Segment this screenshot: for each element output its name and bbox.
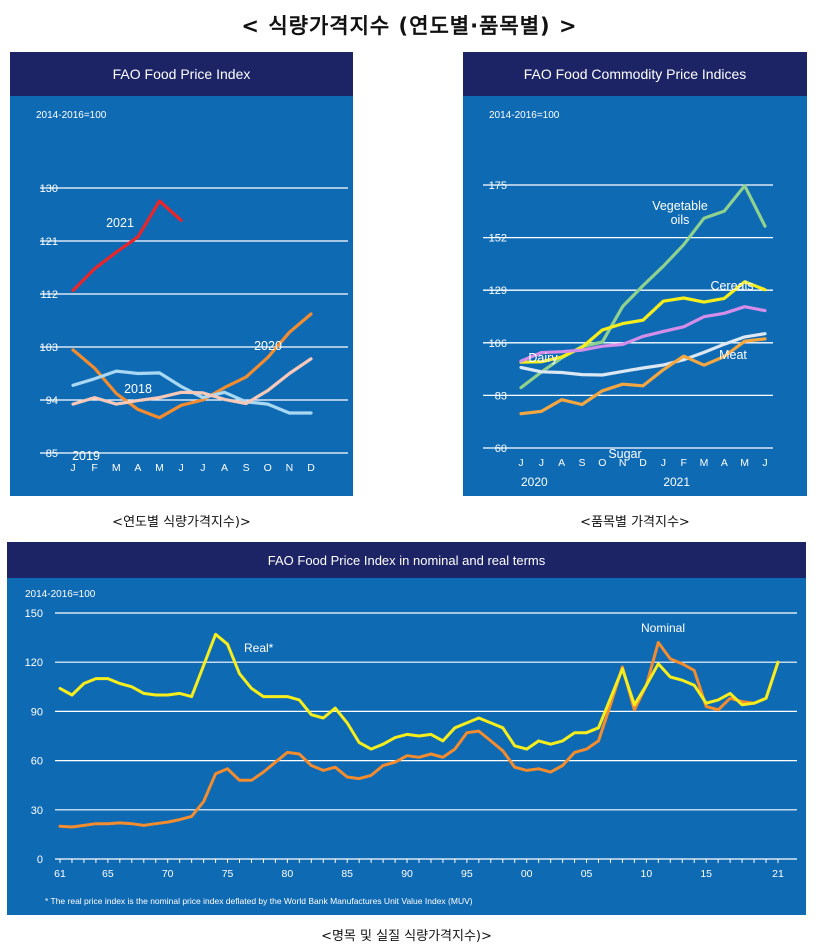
x-tick-label: A bbox=[558, 457, 565, 469]
annual-chart-title: FAO Food Price Index bbox=[112, 66, 251, 82]
series-line-2021 bbox=[71, 199, 183, 293]
x-tick-label: F bbox=[680, 457, 686, 469]
y-tick-label: 130 bbox=[40, 183, 58, 195]
year-label: 2020 bbox=[521, 475, 548, 489]
year-label: 2021 bbox=[663, 475, 690, 489]
series-label-2020: 2020 bbox=[254, 339, 282, 353]
real-chart-header: FAO Food Price Index in nominal and real… bbox=[7, 542, 806, 578]
x-tick-label: 95 bbox=[461, 868, 473, 880]
x-tick-label: A bbox=[134, 462, 141, 474]
y-tick-label: 90 bbox=[31, 706, 43, 718]
x-tick-label: 80 bbox=[282, 868, 294, 880]
series-label-2019: 2019 bbox=[72, 449, 100, 463]
chart-subtitle: 2014-2016=100 bbox=[489, 110, 560, 121]
y-tick-label: 30 bbox=[31, 805, 43, 817]
x-tick-label: J bbox=[762, 457, 767, 469]
annual-chart-header: FAO Food Price Index bbox=[10, 52, 353, 96]
y-tick-label: 152 bbox=[489, 233, 507, 245]
x-tick-label: J bbox=[539, 457, 544, 469]
x-tick-label: O bbox=[598, 457, 606, 469]
x-tick-label: D bbox=[639, 457, 647, 469]
real-chart-title: FAO Food Price Index in nominal and real… bbox=[267, 552, 546, 568]
series-line-2020 bbox=[71, 312, 313, 420]
series-label-2021: 2021 bbox=[106, 216, 134, 230]
x-tick-label: M bbox=[700, 457, 709, 469]
y-tick-label: 94 bbox=[46, 395, 58, 407]
real-chart-panel: FAO Food Price Index in nominal and real… bbox=[7, 542, 806, 915]
series-label-dairy: Dairy bbox=[528, 351, 558, 365]
y-tick-label: 175 bbox=[489, 180, 507, 192]
y-tick-label: 60 bbox=[31, 756, 43, 768]
chart-subtitle: 2014-2016=100 bbox=[36, 110, 107, 121]
x-tick-label: A bbox=[221, 462, 228, 474]
series-label-real: Real* bbox=[244, 641, 274, 655]
series-line-nominal bbox=[58, 641, 780, 829]
page-title: < 식량가격지수 (연도별·품목별) > bbox=[241, 14, 578, 38]
y-tick-label: 106 bbox=[489, 338, 507, 350]
x-tick-label: M bbox=[112, 462, 121, 474]
x-tick-label: D bbox=[307, 462, 315, 474]
x-tick-label: F bbox=[91, 462, 97, 474]
x-tick-label: 00 bbox=[521, 868, 533, 880]
series-line-meat bbox=[519, 332, 767, 377]
series-line-cereals bbox=[519, 280, 767, 364]
x-tick-label: 61 bbox=[54, 868, 66, 880]
series-line-2019 bbox=[71, 357, 313, 406]
commodity-chart-title: FAO Food Commodity Price Indices bbox=[523, 66, 747, 82]
real-chart: 2014-2016=100 0 30 60 90 120 150 61 65 70 75 80 85 90… bbox=[25, 589, 797, 906]
x-tick-label: N bbox=[619, 457, 627, 469]
x-tick-label: 90 bbox=[401, 868, 413, 880]
x-tick-label: 85 bbox=[341, 868, 353, 880]
y-tick-label: 150 bbox=[25, 608, 43, 620]
chart-subtitle: 2014-2016=100 bbox=[25, 589, 96, 600]
annual-caption: <연도별 식량가격지수)> bbox=[112, 515, 251, 530]
x-tick-label: J bbox=[179, 462, 184, 474]
x-tick-label: O bbox=[264, 462, 272, 474]
x-tick-label: 70 bbox=[162, 868, 174, 880]
series-label-meat: Meat bbox=[719, 348, 747, 362]
x-tick-label: A bbox=[721, 457, 728, 469]
x-tick-label: J bbox=[661, 457, 666, 469]
series-line-dairy bbox=[519, 305, 767, 363]
x-tick-label: J bbox=[200, 462, 205, 474]
y-tick-label: 120 bbox=[25, 657, 43, 669]
x-tick-label: J bbox=[70, 462, 75, 474]
annual-chart: 2014-2016=100 85 94 103 112 121 130 J F M A M J J A S O N… bbox=[36, 110, 348, 474]
series-label-2018: 2018 bbox=[124, 382, 152, 396]
x-tick-label: 75 bbox=[222, 868, 234, 880]
y-tick-label: 0 bbox=[37, 854, 43, 866]
y-tick-label: 83 bbox=[495, 390, 507, 402]
x-tick-label: 21 bbox=[772, 868, 784, 880]
x-tick-label: J bbox=[518, 457, 523, 469]
x-tick-label: 15 bbox=[700, 868, 712, 880]
commodity-chart-header: FAO Food Commodity Price Indices bbox=[463, 52, 807, 96]
x-tick-label: M bbox=[740, 457, 749, 469]
y-tick-label: 121 bbox=[40, 236, 58, 248]
y-tick-label: 129 bbox=[489, 285, 507, 297]
annual-chart-panel: FAO Food Price Index 2014-2016=100 85 94 10… bbox=[10, 52, 353, 496]
x-tick-label: 10 bbox=[641, 868, 653, 880]
y-tick-label: 112 bbox=[40, 289, 58, 301]
x-tick-label: 05 bbox=[581, 868, 593, 880]
chart-footnote: * The real price index is the nominal pr… bbox=[45, 896, 473, 906]
y-tick-label: 60 bbox=[495, 443, 507, 455]
x-tick-label: N bbox=[286, 462, 294, 474]
y-tick-label: 103 bbox=[40, 342, 58, 354]
y-tick-label: 85 bbox=[46, 448, 58, 460]
real-caption: <명목 및 실질 식량가격지수)> bbox=[321, 929, 492, 944]
commodity-chart-panel: FAO Food Commodity Price Indices 2014-20… bbox=[463, 52, 807, 496]
series-label-vegetable-oils: oils bbox=[671, 213, 690, 227]
series-label-sugar: Sugar bbox=[608, 447, 641, 461]
series-label-nominal: Nominal bbox=[641, 621, 685, 635]
x-tick-label: 65 bbox=[102, 868, 114, 880]
series-label-cereals: Cereals bbox=[710, 279, 753, 293]
x-tick-label: M bbox=[155, 462, 164, 474]
x-tick-label: S bbox=[243, 462, 250, 474]
series-line-sugar bbox=[519, 337, 767, 416]
series-label-vegetable-oils: Vegetable bbox=[652, 199, 708, 213]
x-tick-label: S bbox=[578, 457, 585, 469]
series-line-real bbox=[58, 632, 780, 751]
commodity-caption: <품목별 가격지수> bbox=[580, 515, 690, 530]
